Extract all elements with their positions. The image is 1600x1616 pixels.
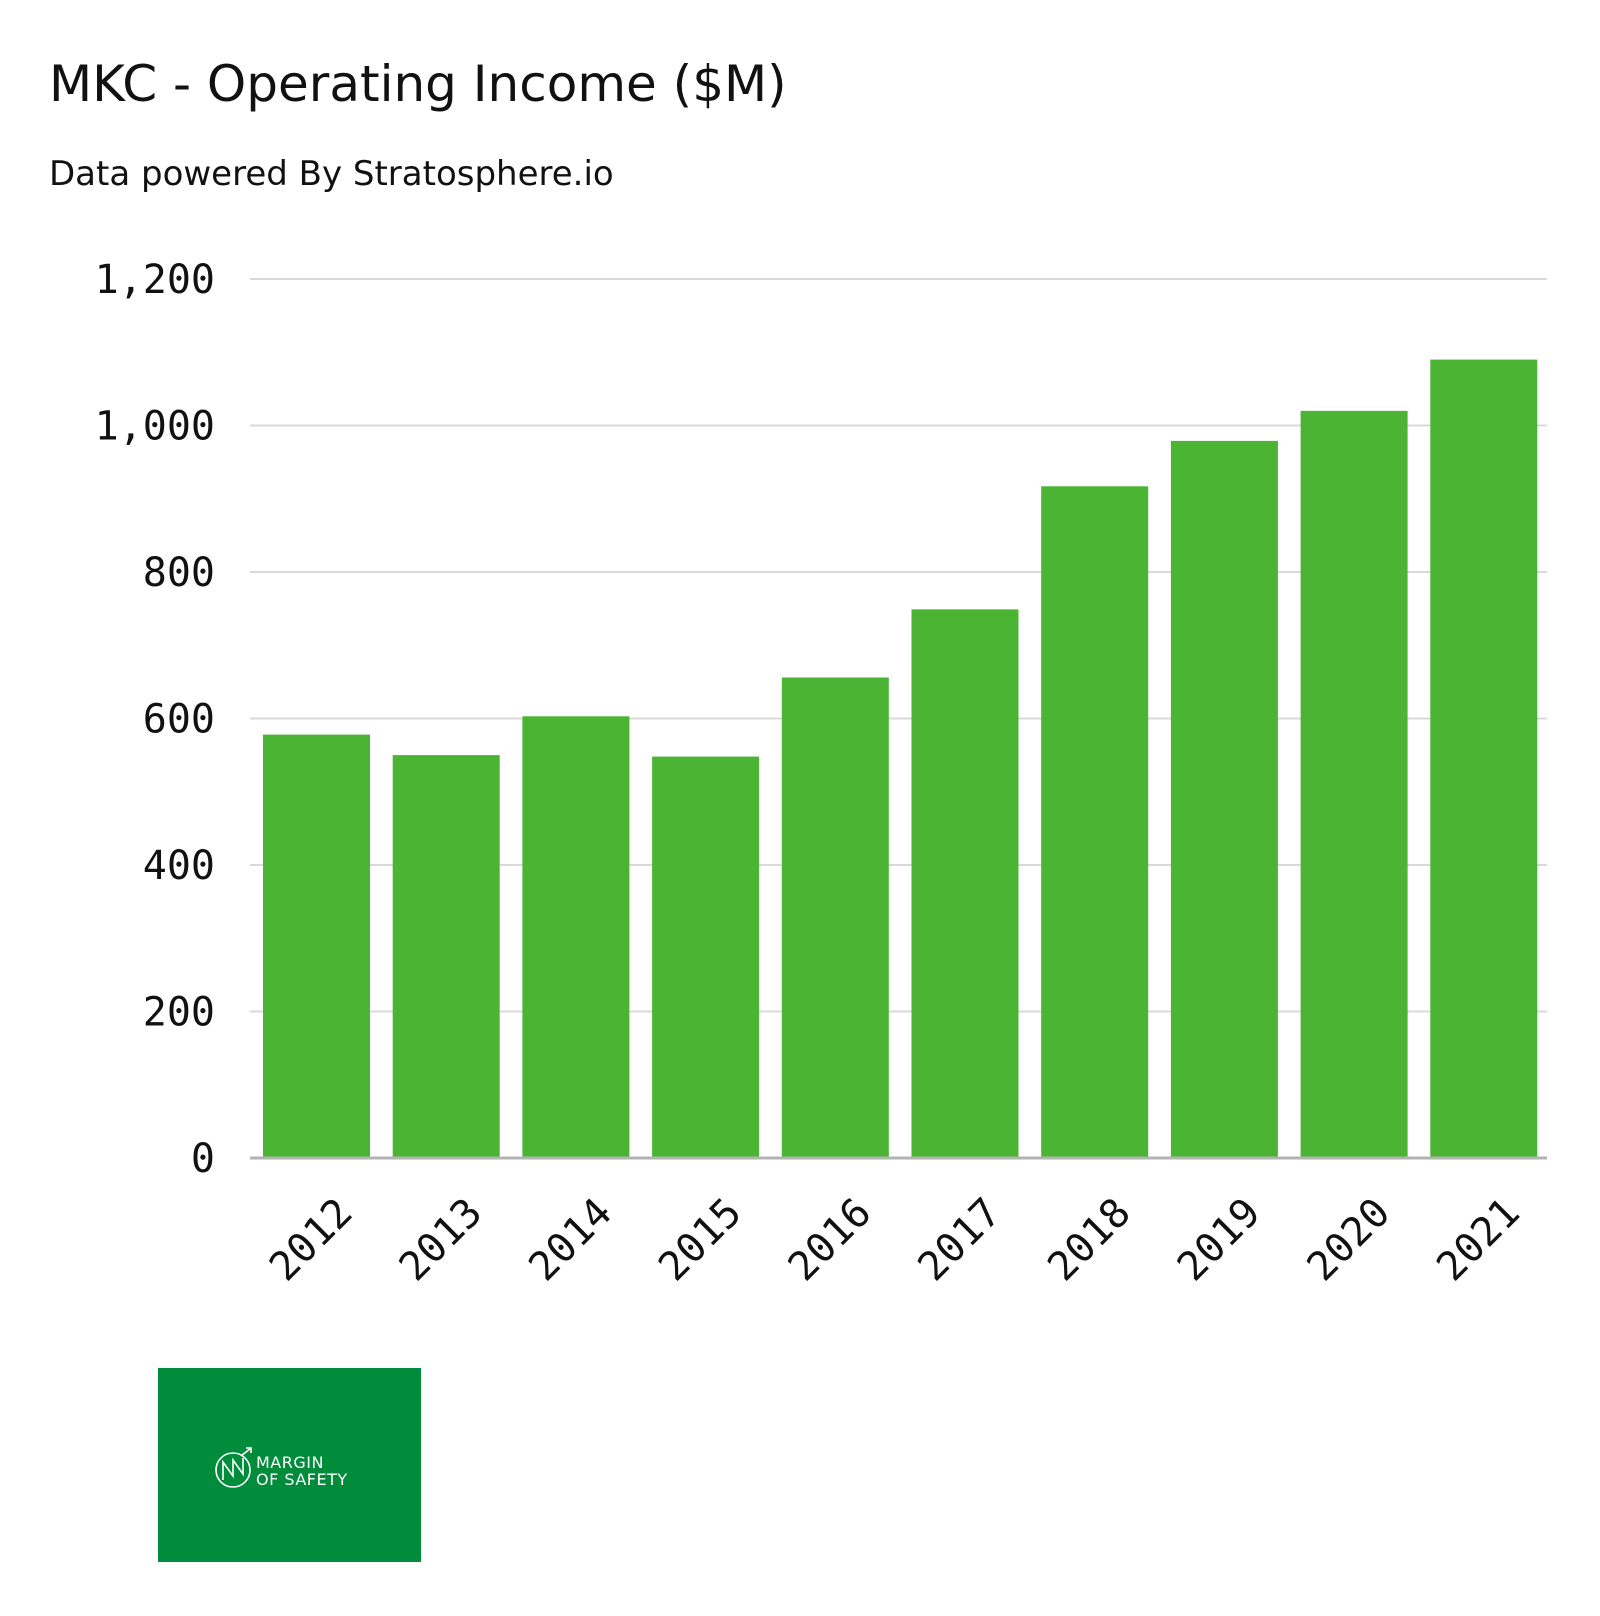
y-tick-label: 600 (143, 697, 215, 743)
bar-chart: 0 200 400 600 800 1,000 1,200 2012 2013 2014 2015 2… (95, 257, 1547, 1291)
y-tick-label: 200 (143, 990, 215, 1036)
y-tick-label: 1,000 (95, 404, 215, 450)
bar (1170, 440, 1278, 1158)
x-tick-label: 2012 (261, 1190, 362, 1291)
bar (781, 677, 889, 1158)
margin-of-safety-logo: MARGIN OF SAFETY (158, 1368, 421, 1562)
x-tick-label: 2016 (780, 1190, 881, 1291)
bar (1300, 410, 1408, 1159)
logo-text-line2: OF SAFETY (256, 1470, 348, 1489)
x-tick-label: 2014 (520, 1190, 621, 1291)
bar (911, 609, 1019, 1158)
logo-text: MARGIN OF SAFETY (256, 1454, 348, 1488)
bar (392, 755, 500, 1158)
x-tick-label: 2018 (1039, 1190, 1140, 1291)
bar (522, 716, 630, 1158)
x-tick-label: 2019 (1169, 1190, 1270, 1291)
bar (1430, 359, 1538, 1158)
logo-text-line1: MARGIN (256, 1453, 324, 1472)
chart-title: MKC - Operating Income ($M) (49, 55, 787, 113)
chart-subtitle: Data powered By Stratosphere.io (49, 154, 614, 194)
y-tick-label: 1,200 (95, 257, 215, 303)
y-tick-label: 800 (143, 550, 215, 596)
y-tick-label: 400 (143, 843, 215, 889)
x-tick-label: 2013 (391, 1190, 492, 1291)
bar (263, 734, 370, 1158)
bar (1041, 486, 1149, 1158)
x-tick-label: 2015 (650, 1190, 751, 1291)
x-tick-label: 2020 (1299, 1190, 1400, 1291)
bar (652, 756, 760, 1158)
y-tick-label: 0 (191, 1136, 215, 1182)
x-tick-label: 2021 (1428, 1190, 1529, 1291)
growth-arrow-icon (215, 1447, 252, 1488)
x-tick-label: 2017 (909, 1190, 1010, 1291)
